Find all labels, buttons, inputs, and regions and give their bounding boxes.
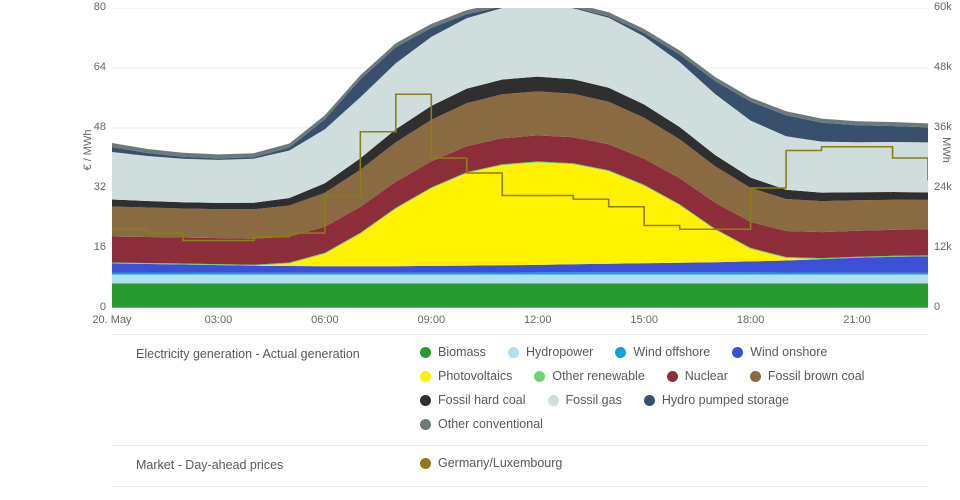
legend-item-label: Fossil brown coal [768, 369, 865, 383]
legend-item-label: Wind offshore [633, 345, 710, 359]
legend-swatch-icon [534, 371, 545, 382]
legend-item[interactable]: Wind offshore [615, 345, 710, 359]
axis-tick: 16 [66, 241, 106, 253]
legend-swatch-icon [420, 371, 431, 382]
axis-tick: 12k [934, 241, 960, 253]
axis-tick: 80 [66, 1, 106, 13]
legend-item[interactable]: Fossil brown coal [750, 369, 865, 383]
legend-item[interactable]: Other conventional [420, 417, 543, 431]
axis-tick: 24k [934, 181, 960, 193]
chart-svg [112, 8, 928, 308]
legend-group: Market - Day-ahead prices Germany/Luxembo… [112, 446, 928, 487]
legend-swatch-icon [420, 419, 431, 430]
legend-swatch-icon [750, 371, 761, 382]
legend-swatch-icon [420, 458, 431, 469]
legend-item[interactable]: Wind onshore [732, 345, 827, 359]
axis-tick: 0 [934, 301, 960, 313]
legend-item-label: Biomass [438, 345, 486, 359]
area-biomass[interactable] [112, 284, 928, 309]
y-right-label: MWh [940, 137, 952, 163]
chart-region [112, 8, 928, 308]
legend-swatch-icon [615, 347, 626, 358]
axis-tick: 18:00 [737, 314, 765, 326]
legend-group-title: Market - Day-ahead prices [136, 456, 396, 472]
legend-swatch-icon [420, 395, 431, 406]
axis-tick: 60k [934, 1, 960, 13]
legend-group: Electricity generation - Actual generati… [112, 334, 928, 446]
legend-item-label: Hydro pumped storage [662, 393, 789, 407]
legend-item-label: Other conventional [438, 417, 543, 431]
legend-item[interactable]: Nuclear [667, 369, 728, 383]
legend-item[interactable]: Fossil gas [548, 393, 622, 407]
axis-tick: 0 [66, 301, 106, 313]
legend-group-title: Electricity generation - Actual generati… [136, 345, 396, 361]
legend-item-label: Wind onshore [750, 345, 827, 359]
axis-tick: 32 [66, 181, 106, 193]
axis-tick: 03:00 [205, 314, 233, 326]
legend-item[interactable]: Hydropower [508, 345, 593, 359]
axis-tick: 12:00 [524, 314, 552, 326]
legend-item-label: Other renewable [552, 369, 644, 383]
legend: Electricity generation - Actual generati… [112, 334, 928, 487]
legend-item-label: Fossil gas [566, 393, 622, 407]
legend-item-label: Fossil hard coal [438, 393, 526, 407]
legend-item[interactable]: Hydro pumped storage [644, 393, 789, 407]
legend-swatch-icon [420, 347, 431, 358]
axis-tick: 36k [934, 121, 960, 133]
axis-tick: 06:00 [311, 314, 339, 326]
axis-tick: 64 [66, 61, 106, 73]
legend-swatch-icon [644, 395, 655, 406]
legend-swatch-icon [732, 347, 743, 358]
legend-swatch-icon [548, 395, 559, 406]
axis-tick: 15:00 [630, 314, 658, 326]
legend-item[interactable]: Photovoltaics [420, 369, 512, 383]
axis-tick: 48k [934, 61, 960, 73]
legend-item-label: Germany/Luxembourg [438, 456, 562, 470]
legend-swatch-icon [508, 347, 519, 358]
legend-item-label: Nuclear [685, 369, 728, 383]
axis-tick: 21:00 [843, 314, 871, 326]
axis-tick: 48 [66, 121, 106, 133]
axis-tick: 20. May [92, 314, 131, 326]
legend-swatch-icon [667, 371, 678, 382]
y-left-label: € / MWh [82, 130, 94, 171]
legend-item[interactable]: Fossil hard coal [420, 393, 526, 407]
legend-item-label: Photovoltaics [438, 369, 512, 383]
legend-item[interactable]: Other renewable [534, 369, 644, 383]
legend-item[interactable]: Biomass [420, 345, 486, 359]
legend-item-label: Hydropower [526, 345, 593, 359]
area-hydropower[interactable] [112, 275, 928, 284]
axis-tick: 09:00 [418, 314, 446, 326]
legend-item[interactable]: Germany/Luxembourg [420, 456, 562, 470]
